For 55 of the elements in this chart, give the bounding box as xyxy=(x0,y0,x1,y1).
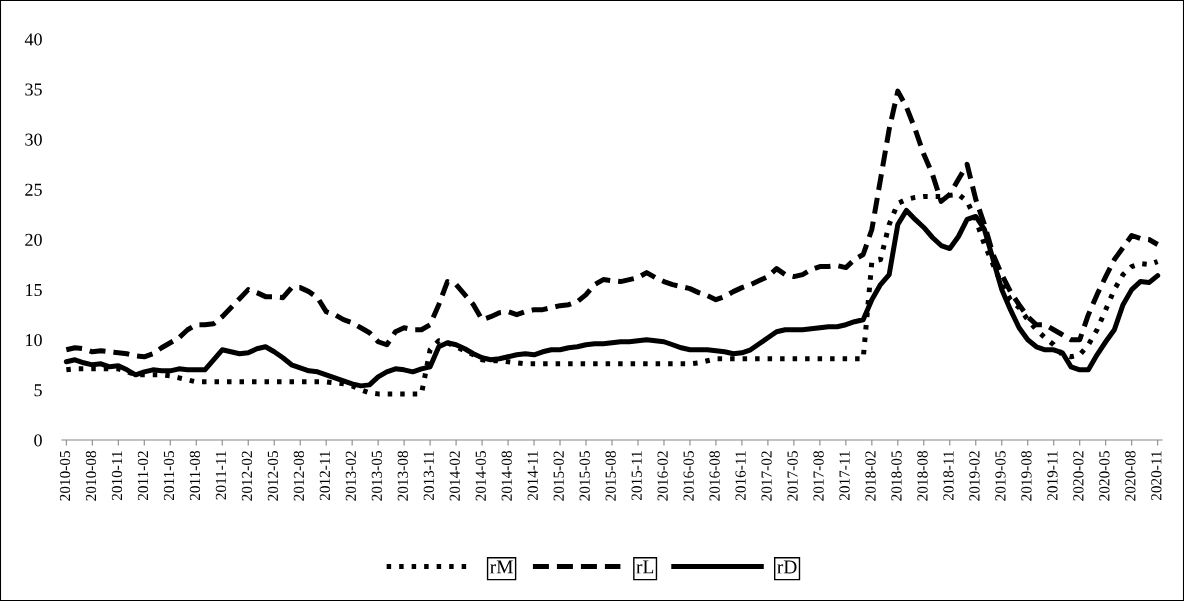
x-tick-label: 2011-11 xyxy=(215,451,227,500)
x-tick-label: 2015-02 xyxy=(553,451,564,501)
x-tick-label: 2014-05 xyxy=(475,451,486,501)
y-tick-label: 5 xyxy=(34,384,42,397)
x-tick-label: 2020-05 xyxy=(1099,451,1110,501)
x-tick-label: 2011-08 xyxy=(189,451,201,501)
x-tick-label: 2013-05 xyxy=(371,451,382,501)
x-tick-label: 2019-08 xyxy=(1021,451,1032,501)
x-tick-label: 2015-05 xyxy=(579,451,590,501)
x-tick-label: 2012-02 xyxy=(241,451,253,501)
legend-label: rL xyxy=(636,560,654,574)
x-tick-label: 2013-02 xyxy=(345,451,356,501)
x-tick-label: 2020-02 xyxy=(1073,451,1084,501)
x-tick-label: 2018-05 xyxy=(891,451,902,501)
x-tick-label: 2014-08 xyxy=(501,451,512,501)
x-tick-label: 2019-02 xyxy=(969,451,980,501)
x-tick-label: 2012-11 xyxy=(319,451,330,501)
y-tick-label: 40 xyxy=(24,33,42,46)
x-tick-label: 2011-05 xyxy=(163,451,175,501)
x-tick-label: 2017-08 xyxy=(813,451,824,501)
x-tick-label: 2010-05 xyxy=(59,451,71,501)
x-tick-label: 2017-11 xyxy=(839,451,850,501)
x-tick-label: 2011-02 xyxy=(137,451,149,501)
y-tick-label: 30 xyxy=(25,133,42,146)
x-tick-label: 2015-11 xyxy=(631,451,642,501)
x-tick-label: 2012-05 xyxy=(267,451,279,501)
x-tick-label: 2010-11 xyxy=(111,451,123,501)
x-tick-label: 2012-08 xyxy=(293,451,305,501)
y-tick-label: 0 xyxy=(34,434,42,447)
y-tick-label: 15 xyxy=(26,283,42,297)
x-tick-label: 2019-05 xyxy=(995,451,1006,501)
x-tick-label: 2013-11 xyxy=(423,451,434,501)
x-tick-label: 2014-02 xyxy=(449,451,460,501)
x-tick-label: 2017-02 xyxy=(761,451,772,501)
x-tick-label: 2015-08 xyxy=(605,451,616,501)
y-tick-label: 35 xyxy=(25,83,42,96)
y-tick-label: 25 xyxy=(25,183,42,196)
legend-label: rD xyxy=(777,560,797,574)
x-tick-label: 2016-08 xyxy=(709,451,720,501)
x-tick-label: 2020-08 xyxy=(1125,451,1136,501)
x-tick-label: 2016-02 xyxy=(657,451,668,501)
x-tick-label: 2019-11 xyxy=(1047,451,1058,501)
x-tick-label: 2013-08 xyxy=(397,451,408,501)
legend-label: rM xyxy=(490,560,513,574)
y-tick-label: 10 xyxy=(26,334,42,347)
x-tick-label: 2014-11 xyxy=(527,451,538,501)
y-tick-label: 20 xyxy=(25,233,42,246)
x-tick-label: 2010-08 xyxy=(85,451,97,501)
x-tick-label: 2016-05 xyxy=(683,451,694,501)
x-tick-label: 2018-02 xyxy=(865,451,876,501)
x-tick-label: 2020-11 xyxy=(1151,451,1162,501)
x-tick-label: 2016-11 xyxy=(735,451,746,501)
x-tick-label: 2018-08 xyxy=(917,451,928,501)
x-tick-label: 2018-11 xyxy=(943,451,954,501)
x-tick-label: 2017-05 xyxy=(787,451,798,501)
